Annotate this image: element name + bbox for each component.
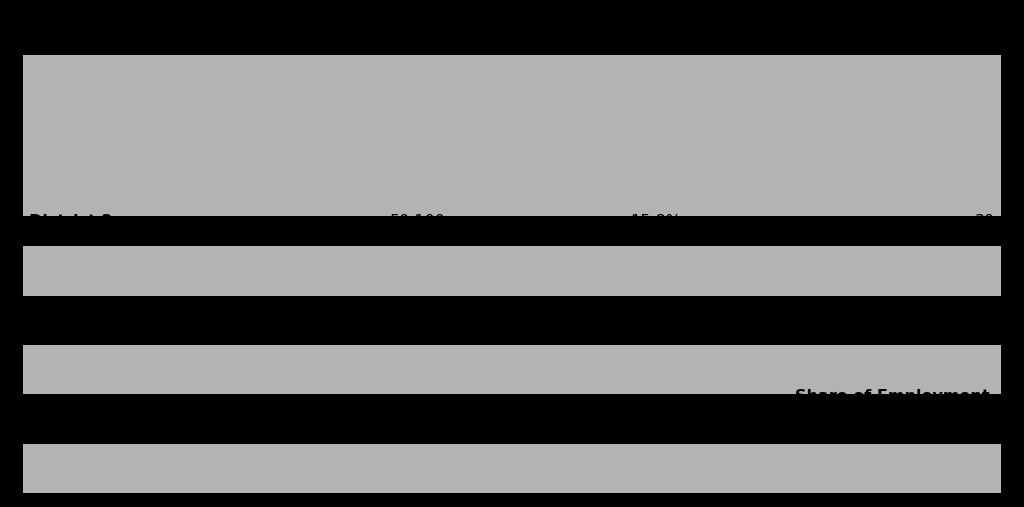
Text: District 2: District 2 [29,213,113,229]
Text: District 4: District 4 [29,312,113,328]
Bar [23,246,1001,296]
Text: 11.4%: 11.4% [630,411,681,426]
Text: Congressional District: Congressional District [29,424,229,440]
Bar [23,55,1001,216]
Text: 15.8%: 15.8% [630,213,681,229]
Text: 12.1%: 12.1% [630,312,681,328]
Text: 40,300: 40,300 [390,312,445,328]
Text: 82: 82 [975,312,995,328]
Text: District 6: District 6 [29,411,113,426]
Text: 38,200: 38,200 [390,411,445,426]
Text: 102: 102 [965,411,995,426]
Text: 50,100: 50,100 [389,213,445,229]
Text: Share of Employment,
Rank Among 436
Districts, Nationwide: Share of Employment, Rank Among 436 Dist… [795,388,995,440]
Bar [23,444,1001,493]
Text: Manufacturing
Employment: Manufacturing Employment [313,407,445,440]
Text: 30: 30 [975,213,995,229]
Text: Share of Total
Employment in District: Share of Total Employment in District [473,407,681,440]
Bar [23,345,1001,394]
